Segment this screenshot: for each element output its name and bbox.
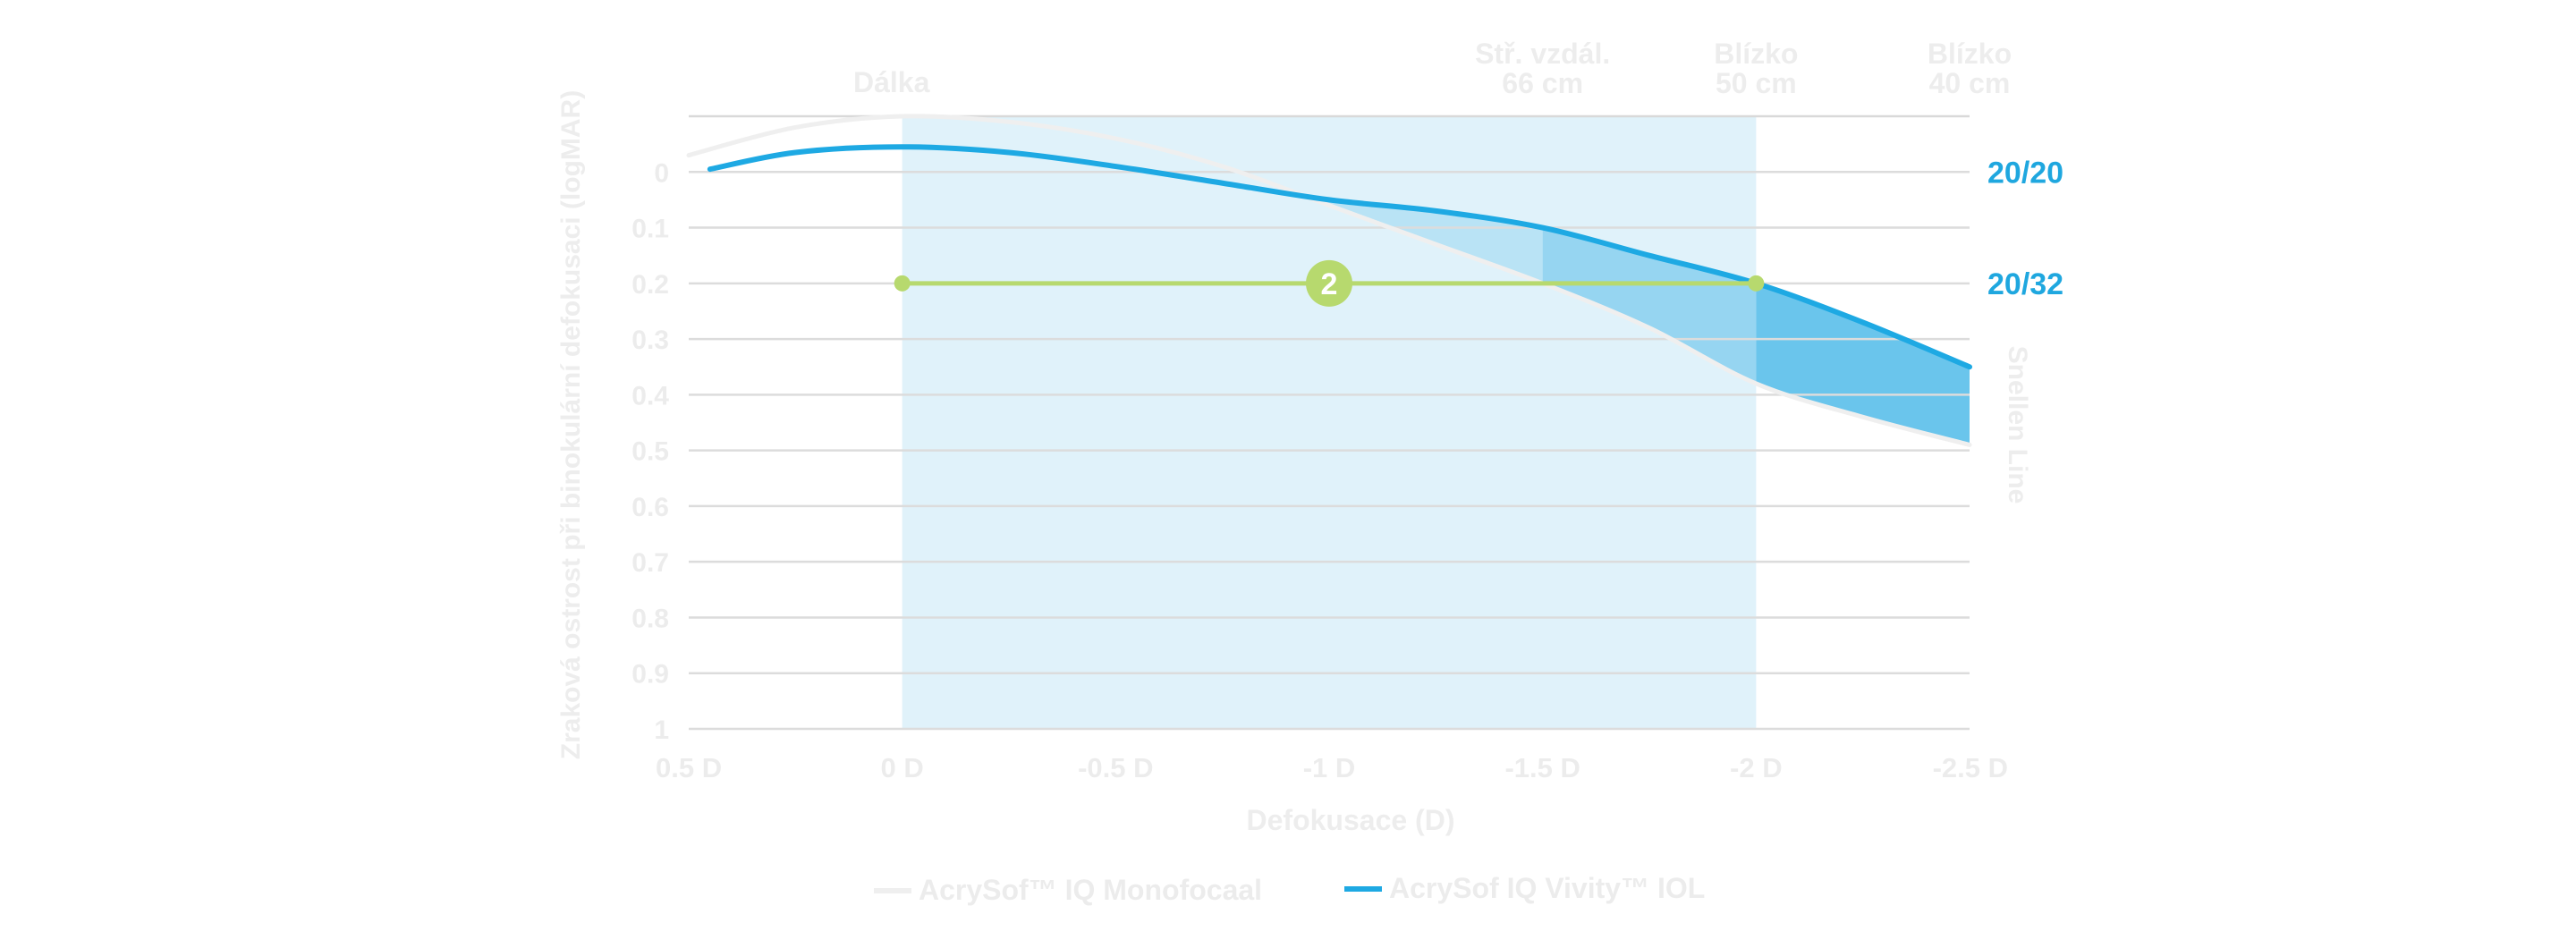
y-axis-label: Zraková ostrost při binokulární defokusa… bbox=[556, 90, 586, 759]
y-tick-label: 0.2 bbox=[631, 270, 669, 300]
y-tick-label: 0.7 bbox=[631, 548, 669, 578]
x-tick-label: -1.5 D bbox=[1504, 752, 1580, 783]
y-tick-label: 0.5 bbox=[631, 437, 669, 467]
x-tick-label: -2 D bbox=[1730, 752, 1783, 783]
monofocal-curve bbox=[686, 114, 1972, 447]
legend-entry: AcrySof™ IQ Monofocaal bbox=[919, 874, 1262, 906]
distance-label: Blízko bbox=[1714, 38, 1798, 70]
reference-endpoint-start bbox=[894, 275, 911, 292]
reference-line-layer: 2 bbox=[894, 259, 1765, 307]
y-tick-label: 0.1 bbox=[631, 215, 669, 244]
x-tick-label: -2.5 D bbox=[1933, 752, 2008, 783]
reference-endpoint-end bbox=[1748, 275, 1765, 292]
y-tick-label: 0.6 bbox=[631, 493, 669, 522]
distance-label: Blízko bbox=[1928, 38, 2012, 70]
difference-band-beyond bbox=[1756, 283, 1970, 445]
y-tick-labels: 0 0.1 0.2 0.3 0.4 0.5 0.6 0.7 0.8 0.9 1 bbox=[631, 158, 669, 745]
distance-label: 40 cm bbox=[1929, 67, 2011, 99]
difference-band-near bbox=[1542, 227, 1757, 384]
reference-marker-badge bbox=[1306, 259, 1352, 307]
y-tick-label: 0.9 bbox=[631, 660, 669, 690]
snellen-label: 20/20 bbox=[1987, 156, 2063, 190]
distance-label: Stř. vzdál. bbox=[1475, 38, 1610, 70]
distance-label: 50 cm bbox=[1716, 67, 1797, 99]
y-tick-label: 0.4 bbox=[631, 381, 669, 411]
snellen-labels: 20/20 20/32 bbox=[1987, 156, 2063, 301]
distance-label: Dálka bbox=[853, 66, 930, 98]
distance-label: 66 cm bbox=[1502, 67, 1583, 99]
legend-entry: AcrySof IQ Vivity™ IOL bbox=[1389, 872, 1705, 904]
x-tick-label: -1 D bbox=[1303, 752, 1356, 783]
y2-axis-label: Snellen Line bbox=[2003, 346, 2032, 504]
x-tick-label: -0.5 D bbox=[1078, 752, 1153, 783]
x-axis-label: Defokusace (D) bbox=[1247, 804, 1455, 836]
legend: AcrySof™ IQ Monofocaal AcrySof IQ Vivity™… bbox=[874, 872, 1705, 906]
y-tick-label: 0 bbox=[654, 158, 669, 188]
reference-marker-label: 2 bbox=[1321, 267, 1338, 301]
x-tick-labels: 0.5 D 0 D -0.5 D -1 D -1.5 D -2 D -2.5 D bbox=[656, 752, 2008, 783]
y-tick-label: 1 bbox=[654, 715, 669, 745]
x-tick-label: 0.5 D bbox=[656, 752, 722, 783]
range-shade bbox=[902, 116, 1757, 729]
y-tick-label: 0.8 bbox=[631, 604, 669, 633]
x-tick-label: 0 D bbox=[881, 752, 924, 783]
y-tick-label: 0.3 bbox=[631, 326, 669, 355]
snellen-label: 20/32 bbox=[1987, 267, 2063, 301]
shaded-range-layer bbox=[902, 116, 1757, 729]
